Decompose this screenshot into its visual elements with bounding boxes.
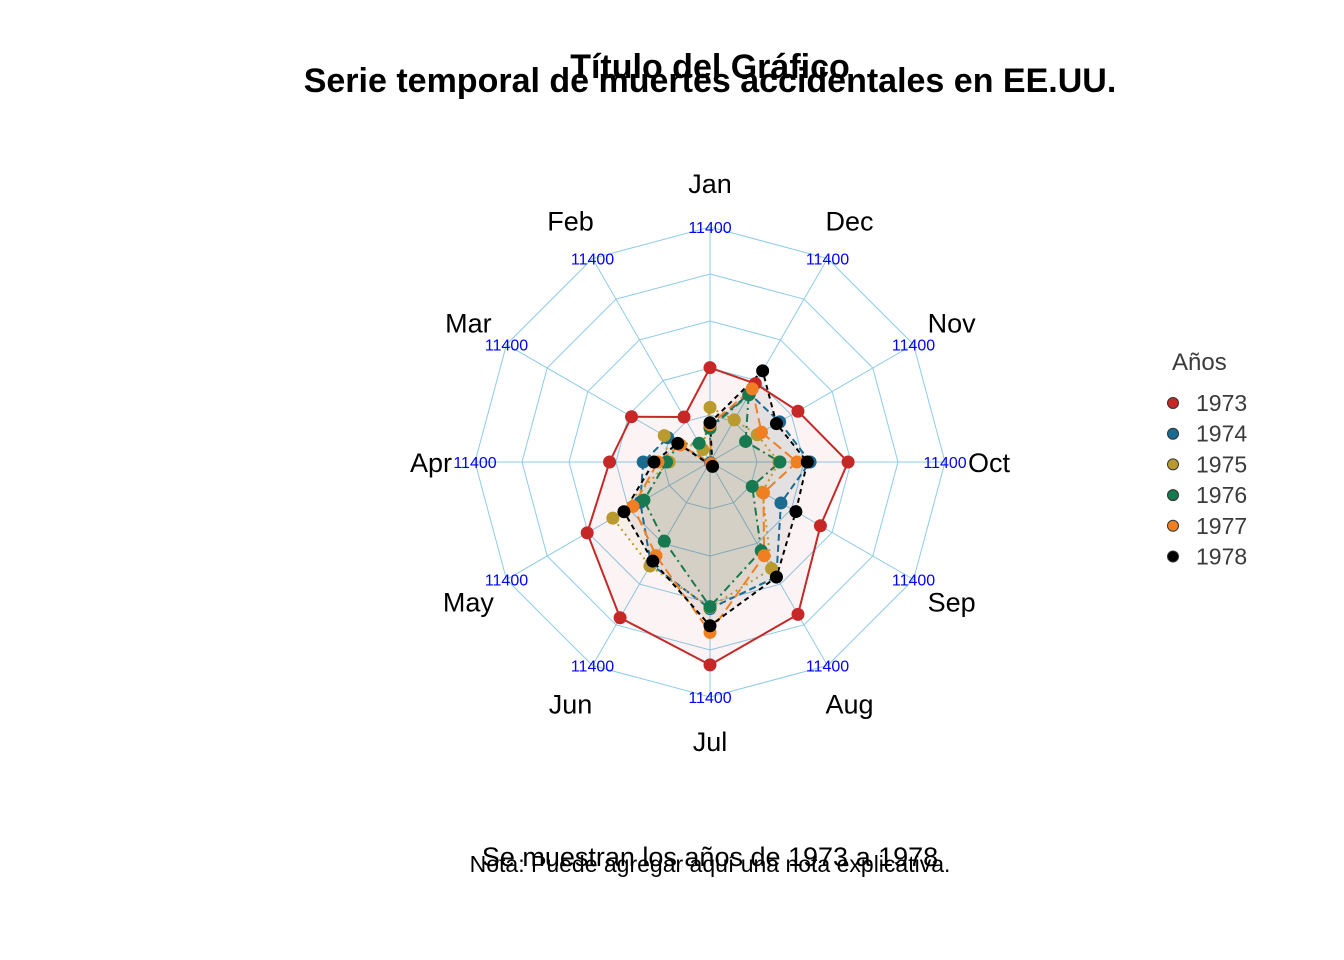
legend-marker-1975 bbox=[1167, 458, 1179, 471]
data-point-1973-Aug bbox=[791, 607, 805, 621]
legend-title: Años bbox=[1172, 349, 1227, 376]
data-point-1978-Aug bbox=[769, 570, 783, 584]
legend: Años 1973 1974 1975 1976 1977 1978 bbox=[1167, 349, 1247, 570]
data-point-1973-Feb bbox=[677, 410, 691, 424]
data-point-1977-Oct bbox=[790, 455, 804, 469]
legend-marker-1978 bbox=[1167, 550, 1179, 563]
legend-label-1973: 1973 bbox=[1196, 390, 1247, 416]
data-point-1976-Jun bbox=[657, 534, 671, 548]
data-point-1977-Nov bbox=[754, 425, 768, 439]
ring-label: 11400 bbox=[892, 338, 935, 355]
chart-caption: Se muestran los años de 1973 a 1978 bbox=[482, 842, 938, 872]
data-point-1975-Dec bbox=[727, 413, 741, 427]
data-point-1973-Jun bbox=[613, 611, 627, 625]
month-label-Dec: Dec bbox=[825, 206, 873, 236]
series-points bbox=[580, 361, 855, 672]
data-point-1973-May bbox=[580, 526, 594, 540]
chart-note: Nota: Puede agregar aquí una nota explic… bbox=[470, 851, 951, 877]
month-label-Sep: Sep bbox=[928, 588, 976, 618]
data-point-1975-Jan bbox=[703, 400, 717, 414]
grid-spoke bbox=[592, 258, 711, 463]
data-point-1978-Jun bbox=[646, 554, 660, 568]
series-area-1973 bbox=[587, 367, 849, 665]
data-point-1976-Oct bbox=[773, 455, 787, 469]
data-point-1978-Feb bbox=[706, 459, 720, 473]
legend-label-1974: 1974 bbox=[1196, 421, 1247, 447]
data-point-1973-Oct bbox=[841, 455, 855, 469]
legend-label-1976: 1976 bbox=[1196, 482, 1247, 508]
data-point-1978-Mar bbox=[671, 436, 685, 450]
legend-label-1978: 1978 bbox=[1196, 544, 1247, 570]
legend-marker-1977 bbox=[1167, 519, 1179, 532]
data-point-1973-Sep bbox=[813, 519, 827, 533]
chart-title: Título del Gráfico bbox=[570, 48, 850, 86]
ring-label: 11400 bbox=[485, 338, 528, 355]
ring-label: 11400 bbox=[688, 220, 731, 237]
series-area-1977 bbox=[633, 388, 797, 633]
month-label-Apr: Apr bbox=[410, 448, 452, 478]
chart-subtitle: Serie temporal de muertes accidentales e… bbox=[304, 62, 1117, 100]
data-point-1975-May bbox=[606, 511, 620, 525]
ring-label: 11400 bbox=[923, 455, 966, 472]
month-label-Jun: Jun bbox=[549, 690, 593, 720]
grid-spoke bbox=[709, 461, 914, 580]
data-point-1973-Nov bbox=[791, 404, 805, 418]
month-label-Jan: Jan bbox=[688, 169, 732, 199]
ring-label: 11400 bbox=[485, 573, 528, 590]
month-label-Jul: Jul bbox=[693, 727, 728, 757]
ring-label: 11400 bbox=[453, 455, 496, 472]
month-label-Nov: Nov bbox=[928, 309, 977, 339]
data-point-1978-Sep bbox=[789, 505, 803, 519]
legend-label-1975: 1975 bbox=[1196, 451, 1247, 477]
grid-spoke bbox=[709, 258, 828, 463]
legend-marker-1973 bbox=[1167, 397, 1179, 409]
month-label-Aug: Aug bbox=[825, 690, 873, 720]
data-point-1978-Nov bbox=[769, 417, 783, 431]
data-point-1977-Dec bbox=[745, 382, 759, 396]
data-point-1973-Jul bbox=[703, 658, 717, 672]
month-label-Feb: Feb bbox=[547, 206, 594, 236]
ring-label: 11400 bbox=[892, 573, 935, 590]
month-label-Oct: Oct bbox=[968, 448, 1011, 478]
month-labels: Jan Feb Mar Apr May Jun Jul Aug Sep Oct Nov Dec bbox=[410, 169, 1011, 757]
ring-label: 11400 bbox=[571, 659, 614, 676]
ring-label: 11400 bbox=[806, 659, 849, 676]
ring-label: 11400 bbox=[688, 690, 731, 707]
data-point-1975-Mar bbox=[657, 429, 671, 443]
ring-labels: 11400 11400 11400 11400 11400 11400 11400 11400… bbox=[453, 220, 966, 707]
data-point-1976-Nov bbox=[739, 434, 753, 448]
data-point-1978-May bbox=[617, 505, 631, 519]
legend-marker-1974 bbox=[1167, 427, 1179, 440]
data-point-1978-Dec bbox=[756, 364, 770, 378]
legend-marker-1976 bbox=[1167, 489, 1179, 502]
data-point-1973-Jan bbox=[703, 361, 717, 375]
data-point-1977-Sep bbox=[756, 486, 770, 500]
data-point-1978-Jan bbox=[703, 416, 717, 430]
data-point-1978-Apr bbox=[647, 455, 661, 469]
data-point-1978-Oct bbox=[800, 455, 814, 469]
data-point-1976-May bbox=[637, 493, 651, 507]
data-point-1976-Sep bbox=[745, 479, 759, 493]
legend-label-1977: 1977 bbox=[1196, 513, 1247, 539]
data-point-1973-Apr bbox=[603, 455, 617, 469]
data-point-1973-Mar bbox=[625, 410, 639, 424]
data-point-1976-Feb bbox=[692, 436, 706, 450]
ring-label: 11400 bbox=[571, 251, 614, 268]
data-point-1977-Aug bbox=[757, 549, 771, 563]
data-point-1978-Jul bbox=[703, 619, 717, 633]
month-label-May: May bbox=[443, 588, 495, 618]
month-label-Mar: Mar bbox=[445, 309, 492, 339]
data-point-1974-Apr bbox=[636, 455, 650, 469]
data-point-1976-Jul bbox=[703, 600, 717, 614]
ring-label: 11400 bbox=[806, 251, 849, 268]
data-point-1974-Sep bbox=[774, 496, 788, 510]
